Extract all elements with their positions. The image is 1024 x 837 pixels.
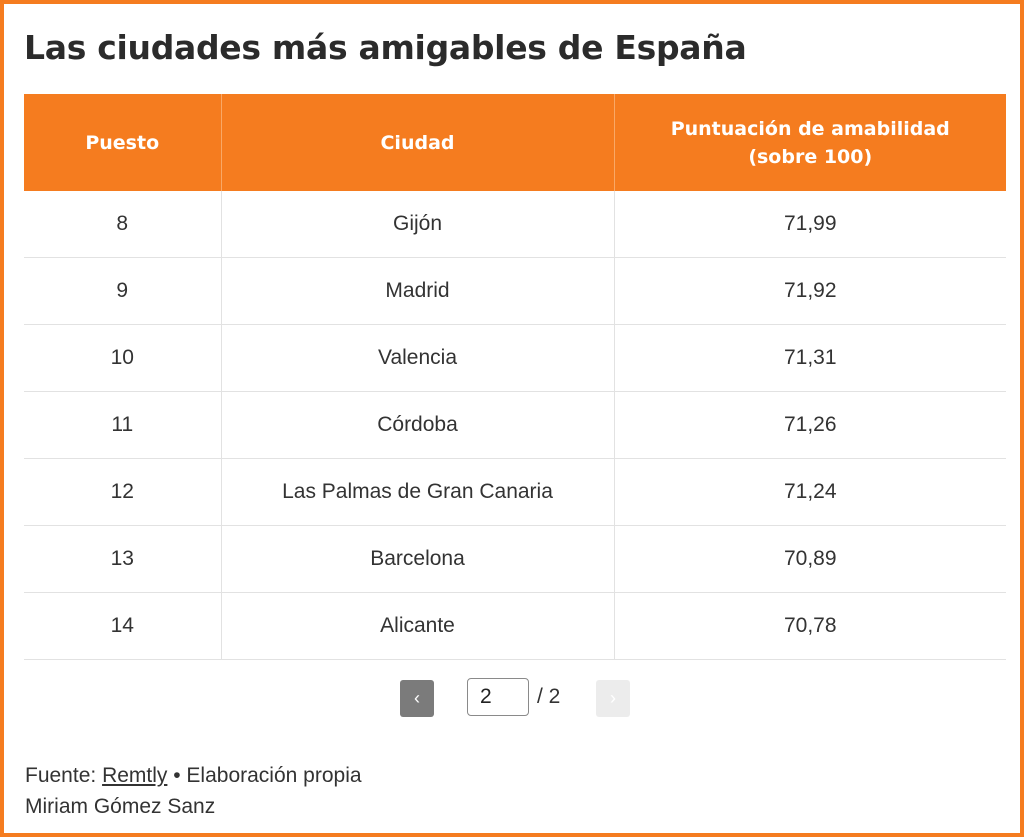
chart-title: Las ciudades más amigables de España	[24, 28, 747, 67]
source-prefix: Fuente:	[25, 764, 103, 787]
header-score-line2: (sobre 100)	[748, 145, 873, 168]
table-row: 14 Alicante 70,78	[24, 592, 1006, 660]
cell-score: 71,99	[613, 191, 1006, 258]
cell-score: 70,78	[613, 592, 1006, 660]
cell-score: 71,31	[613, 324, 1006, 392]
table-row: 8 Gijón 71,99	[24, 191, 1006, 258]
source-suffix: • Elaboración propia	[167, 764, 362, 787]
cell-city: Alicante	[220, 592, 614, 660]
cell-rank: 13	[24, 525, 221, 593]
cell-rank: 10	[24, 324, 221, 392]
page-total-label: / 2	[537, 685, 561, 708]
cell-rank: 14	[24, 592, 221, 660]
cell-rank: 9	[24, 257, 221, 325]
cell-score: 71,26	[613, 391, 1006, 459]
author-line: Miriam Gómez Sanz	[25, 795, 216, 818]
cell-rank: 11	[24, 391, 221, 459]
table-row: 12 Las Palmas de Gran Canaria 71,24	[24, 458, 1006, 526]
table-row: 13 Barcelona 70,89	[24, 525, 1006, 593]
next-page-button[interactable]: ›	[596, 680, 630, 717]
table-body: 8 Gijón 71,99 9 Madrid 71,92 10 Valencia…	[24, 191, 1006, 660]
footer: Fuente: Remtly • Elaboración propia Miri…	[25, 760, 362, 822]
cell-rank: 8	[24, 191, 221, 258]
source-line: Fuente: Remtly • Elaboración propia	[25, 760, 362, 791]
cell-city: Barcelona	[220, 525, 614, 593]
header-score[interactable]: Puntuación de amabilidad (sobre 100)	[613, 94, 1006, 191]
cell-score: 71,24	[613, 458, 1006, 526]
page-number-input[interactable]	[467, 678, 529, 716]
cell-rank: 12	[24, 458, 221, 526]
table-row: 9 Madrid 71,92	[24, 257, 1006, 325]
prev-page-button[interactable]: ‹	[400, 680, 434, 717]
cell-score: 71,92	[613, 257, 1006, 325]
ranking-table: Puesto Ciudad Puntuación de amabilidad (…	[24, 94, 1006, 660]
header-city[interactable]: Ciudad	[220, 94, 614, 191]
cell-city: Córdoba	[220, 391, 614, 459]
cell-city: Las Palmas de Gran Canaria	[220, 458, 614, 526]
cell-city: Valencia	[220, 324, 614, 392]
cell-score: 70,89	[613, 525, 1006, 593]
pagination: ‹ / 2 ›	[4, 678, 1024, 720]
table-row: 10 Valencia 71,31	[24, 324, 1006, 392]
header-rank[interactable]: Puesto	[24, 94, 221, 191]
table-row: 11 Córdoba 71,26	[24, 391, 1006, 459]
header-row: Puesto Ciudad Puntuación de amabilidad (…	[24, 94, 1006, 191]
table-header: Puesto Ciudad Puntuación de amabilidad (…	[24, 94, 1006, 191]
cell-city: Madrid	[220, 257, 614, 325]
cell-city: Gijón	[220, 191, 614, 258]
source-link[interactable]: Remtly	[102, 764, 168, 787]
header-score-line1: Puntuación de amabilidad	[670, 117, 950, 140]
